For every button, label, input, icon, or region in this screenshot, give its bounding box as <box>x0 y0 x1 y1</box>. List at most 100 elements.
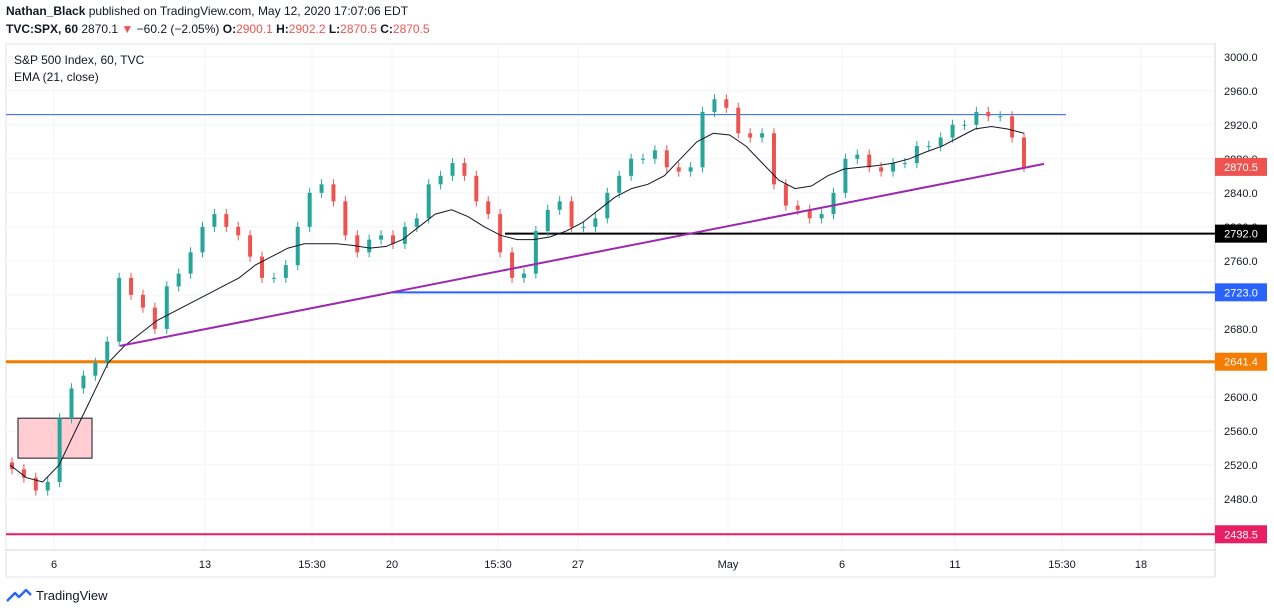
low-label: L: <box>328 22 341 36</box>
candle-body <box>664 150 669 168</box>
candle-body <box>69 388 74 419</box>
candle-body <box>986 112 991 117</box>
price-tick-label: 2480.0 <box>1224 494 1258 506</box>
time-tick-label: 13 <box>199 559 211 571</box>
candle-body <box>700 112 705 168</box>
candle-body <box>712 99 717 113</box>
candle-body <box>307 192 312 227</box>
candle-body <box>414 218 419 227</box>
candle-body <box>879 167 884 172</box>
candle-body <box>855 154 860 159</box>
ema-line <box>9 125 1025 483</box>
candle-body <box>45 481 50 491</box>
close-label: C: <box>380 22 393 36</box>
candle-body <box>462 163 467 176</box>
time-tick-label: May <box>718 559 739 571</box>
brand-name: TradingView <box>36 588 108 603</box>
candle-body <box>902 163 907 165</box>
candle-body <box>831 192 836 215</box>
candle-body <box>998 116 1003 118</box>
candle-body <box>236 226 241 236</box>
candle-body <box>867 154 872 168</box>
candle-body <box>545 209 550 232</box>
chart-frame <box>5 43 1216 578</box>
time-tick-label: 18 <box>1135 559 1147 571</box>
candle-body <box>629 158 634 176</box>
price-change: −60.2 (−2.05%) <box>136 22 220 36</box>
candle-body <box>426 184 431 219</box>
tradingview-logo-icon <box>6 588 32 602</box>
low-value: 2870.5 <box>340 22 377 36</box>
price-tag-bg <box>1215 525 1267 544</box>
candle-body <box>783 184 788 206</box>
candle-body <box>760 133 765 138</box>
candle-body <box>152 307 157 329</box>
candle-body <box>57 418 62 482</box>
candle-body <box>1010 116 1015 138</box>
candle-body <box>343 201 348 236</box>
price-tick-label: 2960.0 <box>1224 86 1258 98</box>
series-title[interactable]: S&P 500 Index, 60, TVC <box>14 53 145 67</box>
time-axis[interactable]: 6 13 15:30 20 15:30 27 May 6 11 15:30 18 <box>51 559 1147 571</box>
price-tag-label: 2870.5 <box>1224 162 1258 174</box>
price-tick-label: 2840.0 <box>1224 188 1258 200</box>
candle-body <box>260 256 265 278</box>
horizontal-levels <box>6 114 1215 536</box>
time-tick-label: 11 <box>949 559 960 571</box>
price-tick-label: 2760.0 <box>1224 256 1258 268</box>
candle-body <box>962 124 967 126</box>
candle-body <box>914 146 919 164</box>
candle-body <box>819 214 824 219</box>
candle-body <box>129 277 134 295</box>
candle-body <box>533 231 538 274</box>
candle-body <box>593 218 598 227</box>
close-value: 2870.5 <box>392 22 430 36</box>
candle-body <box>164 286 169 329</box>
ema-layer <box>9 125 1025 483</box>
time-tick-label: 15:30 <box>484 559 512 571</box>
candle-body <box>188 252 193 274</box>
high-value: 2902.2 <box>288 22 326 36</box>
trendline-layer <box>119 162 1045 347</box>
candle-body <box>688 167 693 172</box>
candle-body <box>510 252 515 278</box>
price-tag-bg <box>1215 352 1267 371</box>
open-label: O: <box>222 22 237 36</box>
indicator-title[interactable]: EMA (21, close) <box>14 70 99 84</box>
highlight-box <box>17 417 93 459</box>
candle-body <box>748 133 753 138</box>
price-tag-bg <box>1215 224 1267 243</box>
candle-body <box>248 235 253 257</box>
time-tick-label: 20 <box>386 559 398 571</box>
candle-body <box>652 150 657 159</box>
price-tick-label: 2560.0 <box>1224 426 1258 438</box>
candle-body <box>224 214 229 227</box>
price-tick-label: 2600.0 <box>1224 392 1258 404</box>
price-tag-label: 2438.5 <box>1224 529 1258 541</box>
candle-body <box>450 163 455 176</box>
candle-body <box>486 201 491 215</box>
candle-body <box>641 158 646 160</box>
candle-body <box>938 137 943 147</box>
candle-body <box>379 235 384 240</box>
time-tick-label: 27 <box>572 559 584 571</box>
candle-body <box>331 184 336 202</box>
candle-body <box>140 294 145 308</box>
candle-body <box>21 469 26 478</box>
price-tick-label: 2520.0 <box>1224 460 1258 472</box>
footer[interactable]: TradingView <box>6 588 108 603</box>
candle-body <box>807 209 812 219</box>
candle-body <box>271 277 276 279</box>
candle-body <box>10 462 14 470</box>
candle-body <box>724 99 729 108</box>
candle-body <box>319 184 324 193</box>
candle-body <box>521 273 526 278</box>
grid <box>6 44 1215 550</box>
open-value: 2900.1 <box>236 22 273 36</box>
price-tag-label: 2723.0 <box>1224 287 1258 299</box>
author-name[interactable]: Nathan_Black <box>6 4 86 18</box>
price-tick-label: 2680.0 <box>1224 324 1258 336</box>
time-tick-label: 15:30 <box>298 559 326 571</box>
price-tag-bg <box>1215 157 1267 176</box>
